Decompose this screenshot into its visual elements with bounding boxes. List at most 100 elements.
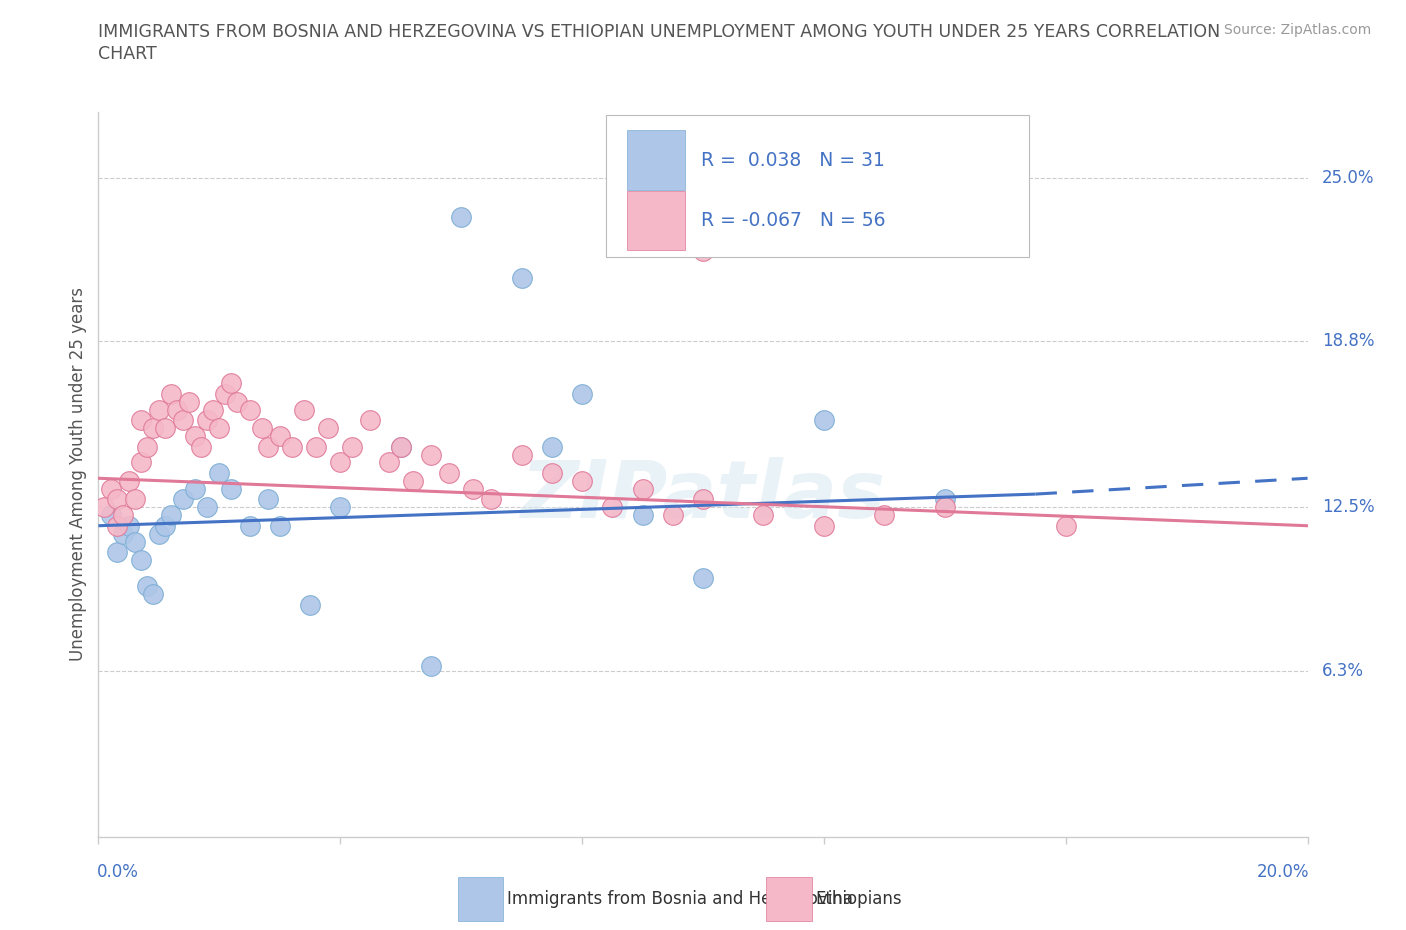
Point <box>934 492 956 507</box>
Point <box>239 518 262 533</box>
Point <box>437 466 460 481</box>
Point <box>256 492 278 507</box>
Point <box>481 492 503 507</box>
Point <box>184 482 207 497</box>
Point <box>142 587 165 602</box>
Point <box>510 447 533 462</box>
Point <box>256 439 278 454</box>
Point <box>463 482 485 497</box>
Text: 12.5%: 12.5% <box>1322 498 1375 516</box>
Text: CHART: CHART <box>98 45 157 62</box>
Point <box>360 413 382 428</box>
Point <box>377 455 399 470</box>
Point <box>105 518 128 533</box>
Point <box>292 403 315 418</box>
Point <box>195 413 218 428</box>
Point <box>540 439 562 454</box>
Point <box>226 394 249 409</box>
Point <box>250 420 273 435</box>
Text: 6.3%: 6.3% <box>1322 662 1364 680</box>
Point <box>402 473 425 488</box>
Point <box>813 413 835 428</box>
Point <box>540 466 562 481</box>
Text: IMMIGRANTS FROM BOSNIA AND HERZEGOVINA VS ETHIOPIAN UNEMPLOYMENT AMONG YOUTH UND: IMMIGRANTS FROM BOSNIA AND HERZEGOVINA V… <box>98 23 1220 41</box>
Point <box>93 499 115 514</box>
FancyBboxPatch shape <box>627 191 685 250</box>
Text: Source: ZipAtlas.com: Source: ZipAtlas.com <box>1223 23 1371 37</box>
Point <box>329 455 352 470</box>
Point <box>692 492 714 507</box>
Point <box>124 492 146 507</box>
Point <box>813 518 835 533</box>
Point <box>214 386 236 401</box>
Text: Immigrants from Bosnia and Herzegovina: Immigrants from Bosnia and Herzegovina <box>508 890 853 908</box>
Point <box>129 413 152 428</box>
Point <box>221 376 243 391</box>
Point <box>118 518 141 533</box>
Point <box>208 420 231 435</box>
Point <box>269 429 291 444</box>
Point <box>195 499 218 514</box>
Point <box>135 439 157 454</box>
Point <box>419 658 441 673</box>
Point <box>118 473 141 488</box>
Point <box>342 439 364 454</box>
Point <box>166 403 188 418</box>
FancyBboxPatch shape <box>457 877 503 921</box>
Point <box>208 466 231 481</box>
Point <box>269 518 291 533</box>
Point <box>105 492 128 507</box>
Point <box>692 571 714 586</box>
Point <box>142 420 165 435</box>
FancyBboxPatch shape <box>627 130 685 190</box>
Point <box>239 403 262 418</box>
Point <box>221 482 243 497</box>
Point <box>177 394 201 409</box>
Point <box>631 482 654 497</box>
Point <box>661 508 683 523</box>
Point <box>510 271 533 286</box>
Point <box>1054 518 1077 533</box>
FancyBboxPatch shape <box>606 115 1029 257</box>
Point <box>305 439 328 454</box>
Point <box>281 439 304 454</box>
Point <box>124 534 146 549</box>
Point <box>602 499 624 514</box>
Point <box>148 403 170 418</box>
Point <box>571 386 593 401</box>
Point <box>105 545 128 560</box>
Text: R =  0.038   N = 31: R = 0.038 N = 31 <box>700 151 884 169</box>
Point <box>631 508 654 523</box>
Y-axis label: Unemployment Among Youth under 25 years: Unemployment Among Youth under 25 years <box>69 287 87 661</box>
Point <box>450 209 472 224</box>
Point <box>148 526 170 541</box>
Point <box>153 518 176 533</box>
Point <box>129 552 152 567</box>
Point <box>692 244 714 259</box>
Point <box>329 499 352 514</box>
Point <box>752 508 775 523</box>
Text: 18.8%: 18.8% <box>1322 332 1375 350</box>
Point <box>100 508 122 523</box>
Point <box>172 492 194 507</box>
Point <box>129 455 152 470</box>
Point <box>934 499 956 514</box>
Text: 25.0%: 25.0% <box>1322 168 1375 187</box>
Point <box>571 473 593 488</box>
FancyBboxPatch shape <box>766 877 811 921</box>
Point <box>153 420 176 435</box>
Point <box>316 420 339 435</box>
Point <box>135 579 157 594</box>
Point <box>202 403 225 418</box>
Point <box>190 439 212 454</box>
Point <box>111 526 134 541</box>
Point <box>184 429 207 444</box>
Point <box>172 413 194 428</box>
Point <box>160 386 183 401</box>
Text: R = -0.067   N = 56: R = -0.067 N = 56 <box>700 211 886 230</box>
Point <box>160 508 183 523</box>
Text: ZIPatlas: ZIPatlas <box>520 457 886 535</box>
Text: 20.0%: 20.0% <box>1257 863 1309 881</box>
Point <box>389 439 412 454</box>
Point <box>419 447 441 462</box>
